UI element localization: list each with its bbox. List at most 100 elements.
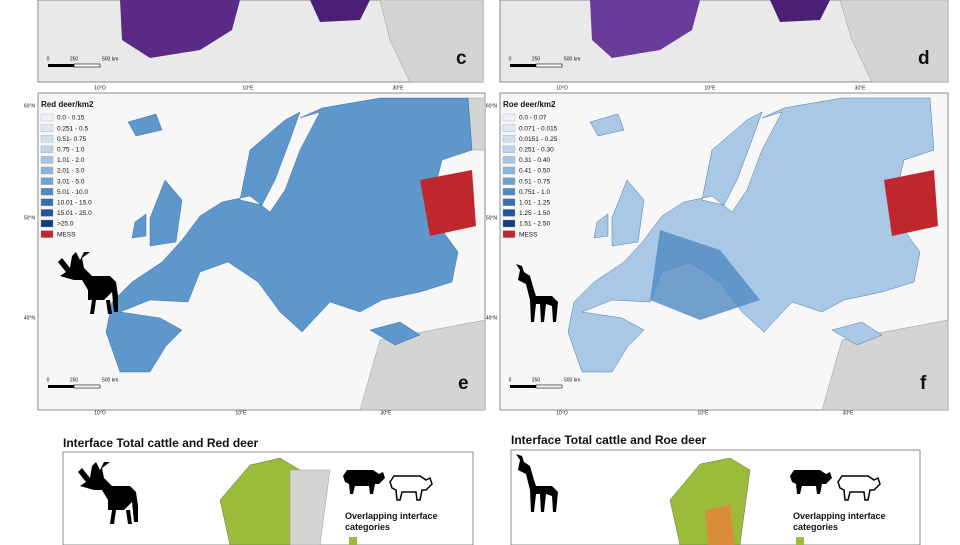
land-purple bbox=[590, 0, 700, 58]
legend-label: 0.751 - 1.0 bbox=[519, 189, 550, 196]
land-green bbox=[219, 457, 301, 545]
maps bbox=[37, 0, 949, 545]
legend-swatch bbox=[40, 145, 54, 153]
legend-swatch bbox=[40, 156, 54, 164]
mess-region bbox=[420, 170, 476, 236]
panel-title: Interface Total cattle and Red deer bbox=[63, 436, 258, 450]
legend-title-line: categories bbox=[345, 522, 390, 532]
scale-bar bbox=[73, 384, 101, 389]
lon-label: 10°E bbox=[243, 85, 255, 91]
legend-swatch bbox=[40, 135, 54, 143]
legend-swatch bbox=[502, 145, 516, 153]
land-purple bbox=[310, 0, 370, 22]
legend-swatch bbox=[40, 230, 54, 238]
legend-swatch bbox=[40, 113, 54, 122]
lat-label: 40°N bbox=[24, 315, 36, 321]
legend-label: 1.01 - 2.0 bbox=[57, 157, 85, 164]
scale-bar bbox=[510, 64, 536, 67]
legend-label: 0.251 - 0.30 bbox=[519, 147, 554, 154]
land-purple bbox=[770, 0, 830, 22]
legend-label: 0.0151 - 0.25 bbox=[519, 136, 558, 143]
legend-label: 1.25 - 1.50 bbox=[519, 210, 550, 217]
legend-title-line: Overlapping interface bbox=[345, 511, 438, 521]
lon-label: 10°O bbox=[556, 85, 568, 91]
legend-label: 0.0 - 0.15 bbox=[57, 115, 85, 122]
land-orange bbox=[705, 505, 735, 545]
panel-letter: c bbox=[456, 48, 467, 69]
legend-label: 2.01 - 3.0 bbox=[57, 168, 85, 175]
land bbox=[379, 0, 484, 83]
scale-label: 250 bbox=[70, 377, 79, 383]
land bbox=[839, 0, 949, 83]
legend-label: 5.01 - 10.0 bbox=[57, 189, 88, 196]
scale-label: 0 bbox=[47, 56, 50, 62]
lon-label: 10°E bbox=[236, 410, 248, 416]
legend-swatch bbox=[502, 198, 516, 206]
lon-label: 10°O bbox=[94, 85, 106, 91]
scale-bar bbox=[535, 63, 563, 68]
legend-title: Red deer/km2 bbox=[41, 100, 94, 109]
lon-label: 10°E bbox=[698, 410, 710, 416]
scale-bar bbox=[510, 385, 536, 388]
legend-swatch bbox=[502, 188, 516, 196]
lon-label: 10°O bbox=[94, 410, 106, 416]
legend-label: 3.01 - 5.0 bbox=[57, 178, 85, 185]
legend-title: Roe deer/km2 bbox=[503, 100, 556, 109]
legend-swatch bbox=[40, 124, 54, 132]
legend-swatch bbox=[40, 219, 54, 228]
legend-swatch bbox=[502, 166, 516, 175]
legend-label: 0.41 - 0.50 bbox=[519, 168, 550, 175]
scale-label: 250 bbox=[532, 56, 541, 62]
legend-label: 0.51 - 0.75 bbox=[519, 178, 550, 185]
legend-label: 0.0 - 0.07 bbox=[519, 115, 547, 122]
legend-swatch bbox=[502, 230, 516, 238]
scale-label: 500 km bbox=[102, 56, 118, 62]
legend-swatch bbox=[502, 177, 516, 185]
lon-label: 30°E bbox=[843, 410, 855, 416]
lon-label: 10°E bbox=[705, 85, 717, 91]
legend-swatch bbox=[502, 124, 516, 132]
land bbox=[289, 469, 331, 545]
legend-label: 0.071 - 0.015 bbox=[519, 125, 558, 132]
mess-region bbox=[884, 170, 938, 236]
lat-label: 50°N bbox=[486, 215, 498, 221]
scale-bar bbox=[73, 63, 101, 68]
legend-swatch bbox=[502, 209, 516, 217]
lat-label: 50°N bbox=[24, 215, 36, 221]
scale-label: 0 bbox=[509, 56, 512, 62]
legend-label: 0.251 - 0.5 bbox=[57, 125, 88, 132]
legend-swatch bbox=[796, 537, 804, 545]
legend-title: Overlapping interface categories bbox=[793, 511, 886, 532]
legend-swatch bbox=[40, 166, 54, 175]
legend-swatch bbox=[502, 113, 516, 122]
lat-label: 60°N bbox=[24, 103, 36, 109]
legend-label: >25.0 bbox=[57, 221, 74, 228]
scale-label: 0 bbox=[509, 377, 512, 383]
panel-title: Interface Total cattle and Roe deer bbox=[511, 433, 706, 447]
legend-label: MESS bbox=[57, 231, 76, 238]
scale-bar bbox=[48, 385, 74, 388]
legend-swatch bbox=[502, 135, 516, 143]
scale-bar bbox=[48, 64, 74, 67]
legend-label: 10.01 - 15.0 bbox=[57, 200, 92, 207]
scale-bar bbox=[535, 384, 563, 389]
legend-swatch bbox=[40, 188, 54, 196]
legend-swatch bbox=[40, 209, 54, 217]
scale-label: 500 km bbox=[564, 56, 580, 62]
legend-swatch bbox=[349, 537, 357, 545]
scale-label: 250 bbox=[532, 377, 541, 383]
legend-label: 0.51- 0.75 bbox=[57, 136, 87, 143]
legend-label: 1.01 - 1.25 bbox=[519, 200, 550, 207]
lat-label: 60°N bbox=[486, 103, 498, 109]
lon-label: 30°E bbox=[393, 85, 405, 91]
legend-label: 0.75 - 1.0 bbox=[57, 147, 85, 154]
legend-title: Overlapping interface categories bbox=[345, 511, 438, 532]
legend-swatch bbox=[40, 177, 54, 185]
legend-label: 15.01 - 25.0 bbox=[57, 210, 92, 217]
panel-letter: e bbox=[458, 373, 469, 394]
legend-label: 1.51 - 2.50 bbox=[519, 221, 550, 228]
legend-swatch bbox=[40, 198, 54, 206]
scale-label: 500 km bbox=[564, 377, 580, 383]
legend-label: 0.31 - 0.40 bbox=[519, 157, 550, 164]
